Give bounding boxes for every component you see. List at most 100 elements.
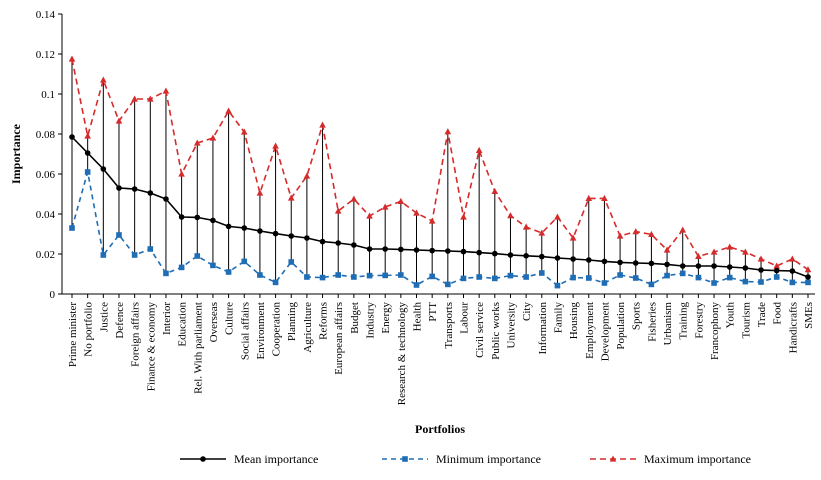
data-point	[460, 248, 467, 255]
x-tick-label: Information	[537, 302, 549, 355]
series-triangle	[68, 55, 812, 273]
legend-item: Mean importance	[180, 452, 318, 466]
data-point	[476, 274, 482, 280]
data-point	[398, 272, 404, 278]
data-point	[460, 213, 467, 220]
data-point	[726, 264, 733, 270]
x-tick-label: University	[505, 302, 517, 349]
data-point	[570, 256, 576, 262]
data-point	[288, 259, 295, 265]
data-point	[726, 274, 733, 281]
data-point	[366, 272, 373, 279]
x-tick-label: Foreign affairs	[130, 302, 142, 367]
x-tick-label: Population	[615, 302, 627, 350]
data-point	[272, 230, 279, 237]
data-point	[225, 223, 232, 230]
data-point	[632, 260, 639, 266]
data-point	[742, 278, 749, 285]
data-point	[334, 207, 342, 214]
data-point	[429, 247, 435, 254]
data-point	[507, 252, 514, 258]
data-point	[664, 272, 670, 279]
data-point	[538, 229, 546, 236]
x-tick-label: Environment	[255, 302, 267, 359]
x-tick-label: Budget	[349, 302, 361, 334]
data-point	[115, 117, 123, 124]
y-tick-label: 0	[50, 289, 56, 301]
data-point	[84, 150, 91, 156]
data-point	[69, 225, 75, 231]
x-tick-label: No portfolio	[83, 302, 95, 357]
y-tick-label: 0.12	[36, 49, 55, 61]
data-point	[193, 139, 201, 146]
data-point	[585, 257, 592, 263]
data-point	[476, 249, 482, 256]
x-tick-label: Finance & economy	[145, 302, 157, 392]
data-point	[287, 194, 295, 201]
data-point	[632, 228, 640, 235]
data-point	[554, 213, 561, 220]
data-point	[522, 223, 530, 230]
x-tick-label: Research & technology	[396, 302, 408, 406]
data-point	[445, 248, 451, 254]
data-point	[288, 233, 295, 239]
data-point	[413, 209, 420, 216]
drop-lines	[71, 59, 809, 286]
data-point	[272, 279, 279, 286]
data-point	[616, 232, 624, 239]
data-point	[304, 274, 310, 280]
x-tick-label: Handicrafts	[787, 302, 799, 353]
data-point	[695, 274, 702, 281]
data-point	[538, 253, 545, 260]
data-point	[789, 279, 796, 286]
data-point	[319, 274, 326, 281]
data-point	[711, 280, 717, 286]
x-tick-label: Social affairs	[239, 302, 251, 360]
data-point	[648, 281, 655, 288]
data-point	[335, 272, 342, 278]
data-point	[617, 272, 623, 278]
legend-label: Mean importance	[234, 452, 318, 466]
data-point	[773, 262, 780, 269]
series-circle	[69, 134, 811, 280]
x-tick-label: Transports	[443, 302, 455, 349]
data-point	[272, 142, 279, 149]
x-tick-label: Sports	[631, 302, 643, 330]
data-point	[240, 128, 248, 135]
data-point	[538, 270, 545, 276]
data-point	[601, 258, 608, 265]
data-point	[554, 282, 561, 289]
series-line	[71, 58, 809, 271]
data-point	[663, 246, 671, 253]
data-point	[397, 197, 405, 204]
y-tick-label: 0.1	[41, 89, 55, 101]
legend-item: Maximum importance	[590, 452, 751, 466]
x-tick-label: Public works	[490, 302, 502, 360]
data-point	[773, 274, 780, 280]
data-point	[131, 252, 138, 258]
data-point	[428, 217, 436, 224]
data-point	[225, 107, 232, 114]
legend-marker	[200, 456, 206, 462]
data-point	[194, 253, 201, 259]
x-tick-label: Defence	[114, 302, 126, 339]
data-point	[413, 282, 420, 288]
x-tick-label: Overseas	[208, 302, 220, 342]
data-point	[210, 217, 216, 224]
y-tick-label: 0.08	[36, 129, 56, 141]
x-tick-label: Reforms	[318, 302, 330, 340]
data-point	[804, 266, 812, 273]
data-point	[492, 275, 498, 282]
data-point	[350, 195, 358, 202]
y-tick-label: 0.02	[36, 249, 55, 261]
axes	[58, 13, 815, 298]
data-point	[758, 267, 764, 273]
data-point	[351, 242, 357, 248]
series-square	[69, 169, 811, 289]
x-tick-label: Health	[412, 302, 424, 332]
data-point	[84, 169, 91, 175]
data-point	[146, 95, 154, 102]
x-tick-label: Cooperation	[271, 302, 283, 357]
x-tick-label: Tourism	[740, 302, 752, 339]
